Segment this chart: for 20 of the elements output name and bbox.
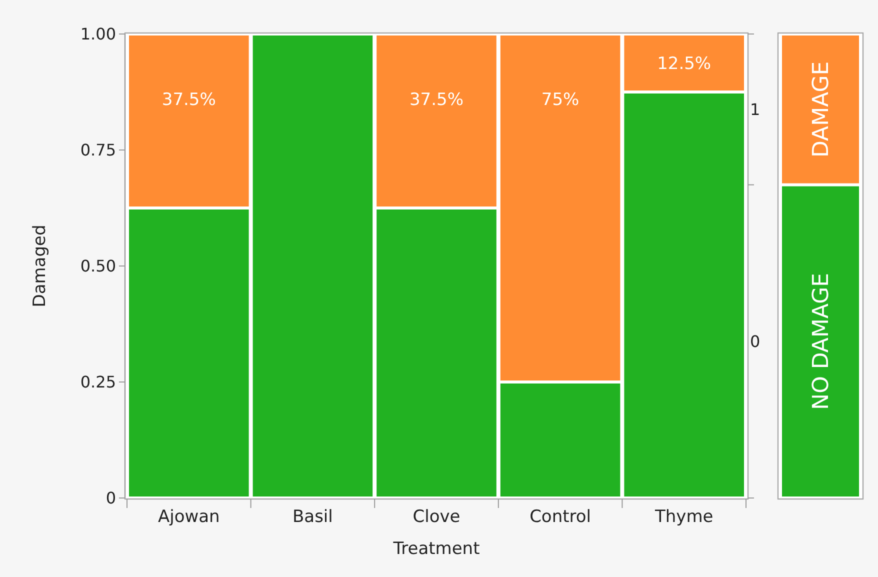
y-tick-label: 0.75	[80, 140, 116, 160]
x-tick-label: Basil	[292, 507, 333, 527]
x-axis-title: Treatment	[392, 539, 480, 559]
data-label: 37.5%	[409, 90, 464, 110]
y-tick-label: 0	[106, 488, 116, 508]
data-label: 12.5%	[657, 54, 712, 74]
y-tick-label: 0.50	[80, 256, 116, 276]
y2-tick-label: 0	[750, 332, 760, 351]
x-tick-label: Clove	[412, 507, 460, 527]
x-tick-label: Thyme	[654, 507, 714, 527]
data-label: 75%	[541, 90, 580, 110]
y-axis-title: Damaged	[30, 224, 50, 308]
y-tick-label: 1.00	[80, 24, 116, 44]
x-tick-label: Control	[530, 507, 592, 527]
series-label: NO DAMAGE	[809, 272, 834, 410]
x-tick-label: Ajowan	[158, 507, 220, 527]
y-tick-label: 0.25	[80, 372, 116, 392]
y2-tick-label: 1	[750, 100, 760, 119]
series-label: DAMAGE	[809, 61, 834, 158]
data-label: 37.5%	[162, 90, 216, 110]
